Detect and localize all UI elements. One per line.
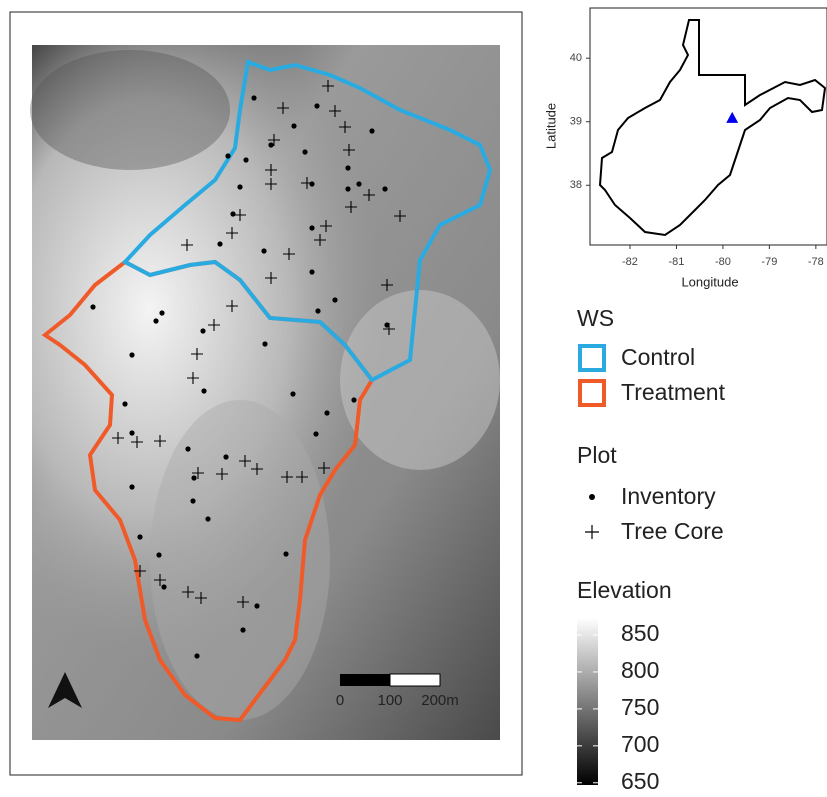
inventory-point [201, 388, 206, 393]
scale-bar [390, 674, 440, 686]
inventory-point [153, 318, 158, 323]
x-tick-label: -79 [761, 256, 777, 268]
inventory-point [351, 397, 356, 402]
inventory-point [194, 653, 199, 658]
colorbar-label: 850 [621, 620, 659, 646]
y-axis-label: Latitude [543, 103, 558, 149]
legend-label: Tree Core [621, 518, 724, 544]
x-tick-label: -78 [808, 256, 824, 268]
inventory-point [161, 584, 166, 589]
inventory-point [240, 627, 245, 632]
legend-label: Control [621, 344, 695, 370]
x-tick-label: -82 [622, 256, 638, 268]
inventory-point [262, 341, 267, 346]
inventory-point [205, 516, 210, 521]
inventory-point [237, 184, 242, 189]
inventory-point [243, 157, 248, 162]
legend-key [585, 525, 599, 539]
y-tick-label: 39 [570, 116, 582, 128]
inventory-point [185, 446, 190, 451]
inventory-point [230, 211, 235, 216]
legend-key [580, 346, 604, 370]
legend-title: WS [577, 305, 614, 331]
inset-panel [590, 8, 827, 245]
colorbar-label: 750 [621, 694, 659, 720]
inventory-point [345, 186, 350, 191]
inventory-point [90, 304, 95, 309]
inventory-point [268, 142, 273, 147]
inventory-point [290, 391, 295, 396]
inventory-point [261, 248, 266, 253]
inventory-point [254, 603, 259, 608]
inventory-point [309, 225, 314, 230]
colorbar [577, 618, 598, 785]
legend-title: Elevation [577, 577, 672, 603]
inventory-point [313, 431, 318, 436]
inventory-point [217, 241, 222, 246]
y-tick-label: 38 [570, 179, 582, 191]
inventory-point [137, 534, 142, 539]
inventory-point [315, 308, 320, 313]
inventory-point [309, 269, 314, 274]
legend-label: Inventory [621, 483, 716, 509]
inventory-point [156, 552, 161, 557]
inventory-point [382, 186, 387, 191]
inventory-point [129, 352, 134, 357]
legend-key [589, 494, 595, 500]
x-tick-label: -81 [668, 256, 684, 268]
inventory-point [324, 410, 329, 415]
x-tick-label: -80 [715, 256, 731, 268]
inventory-point [302, 149, 307, 154]
scale-label: 100 [377, 692, 402, 709]
scale-bar [340, 674, 390, 686]
figure: 0 100 200m Longitude Latitude WS Plot El… [0, 0, 827, 792]
scale-label: 0 [336, 692, 344, 709]
inventory-point [251, 95, 256, 100]
inventory-point [191, 475, 196, 480]
inventory-point [291, 123, 296, 128]
inventory-point [332, 297, 337, 302]
elevation-raster [30, 45, 500, 740]
colorbar-label: 800 [621, 657, 659, 683]
y-tick-label: 40 [570, 52, 582, 64]
inventory-point [190, 498, 195, 503]
inventory-point [225, 153, 230, 158]
legend-title: Plot [577, 442, 617, 468]
inventory-point [309, 181, 314, 186]
inventory-point [159, 310, 164, 315]
inventory-point [129, 484, 134, 489]
colorbar-label: 650 [621, 768, 659, 792]
inventory-point [122, 401, 127, 406]
scale-label: 200m [421, 692, 459, 709]
inventory-point [369, 128, 374, 133]
colorbar-label: 700 [621, 731, 659, 757]
inventory-point [283, 551, 288, 556]
inventory-point [356, 181, 361, 186]
x-axis-label: Longitude [681, 274, 738, 289]
inventory-point [345, 165, 350, 170]
inventory-point [314, 103, 319, 108]
legend-label: Treatment [621, 379, 726, 405]
inventory-point [223, 454, 228, 459]
inventory-point [129, 430, 134, 435]
legend-key [580, 381, 604, 405]
inventory-point [200, 328, 205, 333]
